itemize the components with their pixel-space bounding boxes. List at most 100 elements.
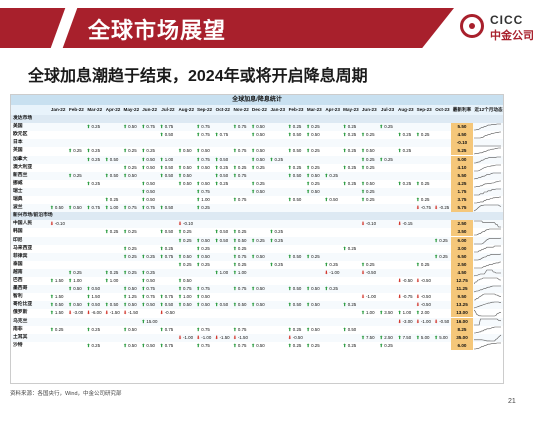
rate-change-value: 0.50 bbox=[309, 132, 320, 138]
table-row: 越南 ⬆ 0.25 ⬆ 0.25 ⬆ 0.25 ⬆ 0.25 ⬆ 1.00 ⬆ 1.00 ⬇ … bbox=[11, 268, 503, 277]
rate-change-cell: ⬆ 0.25 bbox=[379, 156, 392, 164]
rate-change-cell: ⬆ 0.50 bbox=[50, 204, 63, 212]
down-arrow-icon: ⬇ bbox=[397, 221, 402, 227]
country-name: 南非 bbox=[13, 326, 23, 332]
rate-change-cell: ⬆ 0.25 bbox=[68, 172, 81, 180]
sparkline-path bbox=[474, 188, 501, 196]
rate-change-cell: ⬆ 0.25 bbox=[215, 180, 228, 188]
rate-change-value: 0.25 bbox=[126, 245, 137, 251]
rate-change-cell: ⬆ 0.50 bbox=[251, 253, 264, 261]
up-arrow-icon: ⬆ bbox=[50, 310, 54, 316]
rate-change-value: 0.25 bbox=[291, 164, 302, 170]
up-arrow-icon: ⬆ bbox=[141, 286, 146, 292]
rate-change-cell: ⬆ 0.50 bbox=[251, 301, 264, 309]
rate-change-value: 0.75 bbox=[145, 205, 155, 211]
up-arrow-icon: ⬆ bbox=[287, 197, 292, 202]
rate-change-value: 0.50 bbox=[200, 237, 210, 243]
rate-change-value: 0.75 bbox=[200, 188, 210, 194]
rate-change-cell: ⬆ 0.50 bbox=[288, 172, 301, 180]
rate-change-value: 0.75 bbox=[163, 253, 174, 259]
country-name: 美国 bbox=[13, 124, 23, 130]
up-arrow-icon: ⬆ bbox=[141, 148, 146, 154]
up-arrow-icon: ⬆ bbox=[306, 188, 310, 194]
rate-change-value: -1.00 bbox=[181, 334, 194, 340]
rate-change-value: -1.50 bbox=[218, 334, 230, 340]
rate-change-cell: ⬆ 5.00 bbox=[434, 334, 447, 342]
rate-change-value: 0.25 bbox=[309, 342, 320, 348]
rate-change-cell: ⬆ 0.25 bbox=[434, 237, 447, 245]
rate-change-cell: ⬆ 0.50 bbox=[160, 228, 173, 236]
up-arrow-icon: ⬆ bbox=[361, 310, 365, 316]
rate-change-value: 2.00 bbox=[419, 310, 430, 316]
up-arrow-icon: ⬆ bbox=[324, 197, 329, 202]
rate-change-value: 0.50 bbox=[291, 197, 302, 202]
rate-change-cell: ⬇ -1.00 bbox=[178, 334, 193, 342]
rate-change-value: 0.50 bbox=[126, 286, 137, 292]
rate-change-value: 0.50 bbox=[364, 180, 375, 186]
table-row: 巴西 ⬆ 1.50 ⬆ 1.00 ⬆ 1.00 ⬆ 0.50 ⬆ 0.50 ⬇ -0.50 ⬇… bbox=[11, 277, 503, 286]
rate-change-cell: ⬆ 0.25 bbox=[50, 326, 63, 334]
rate-change-value: 0.50 bbox=[218, 172, 229, 178]
up-arrow-icon: ⬆ bbox=[123, 245, 127, 251]
rate-change-value: 0.50 bbox=[291, 172, 302, 178]
up-arrow-icon: ⬆ bbox=[434, 253, 438, 259]
rate-change-cell: ⬆ 0.25 bbox=[251, 180, 264, 188]
rate-change-value: 0.25 bbox=[236, 261, 247, 267]
rate-change-value: 0.50 bbox=[218, 156, 229, 162]
rate-change-cell: ⬇ -0.50 bbox=[416, 277, 431, 285]
latest-rate: 5.50 bbox=[451, 123, 473, 132]
table-row: 美国 ⬆ 0.25 ⬆ 0.50 ⬆ 0.75 ⬆ 0.75 ⬆ 0.75 ⬆ 0.75 ⬆ … bbox=[11, 123, 503, 132]
rate-change-value: 0.50 bbox=[53, 205, 64, 211]
rate-change-value: -1.50 bbox=[108, 310, 120, 316]
rate-change-cell: ⬆ 0.75 bbox=[233, 326, 246, 334]
rate-change-value: 0.25 bbox=[90, 124, 101, 130]
trend-sparkline bbox=[474, 156, 501, 163]
rate-change-value: 0.50 bbox=[71, 286, 82, 292]
table-row: 新西兰 ⬆ 0.25 ⬆ 0.50 ⬆ 0.50 ⬆ 0.50 ⬆ 0.50 ⬆ 0.50 ⬆… bbox=[11, 171, 503, 180]
up-arrow-icon: ⬆ bbox=[416, 180, 420, 186]
rate-change-cell: ⬆ 0.25 bbox=[160, 245, 173, 253]
rate-change-value: -0.50 bbox=[419, 294, 431, 300]
up-arrow-icon: ⬆ bbox=[50, 278, 54, 283]
rate-change-value: 0.50 bbox=[126, 342, 137, 348]
up-arrow-icon: ⬆ bbox=[361, 197, 365, 202]
rate-change-value: 0.25 bbox=[181, 237, 192, 243]
rate-change-cell: ⬆ 0.25 bbox=[361, 131, 374, 139]
up-arrow-icon: ⬆ bbox=[287, 148, 292, 154]
rate-change-cell: ⬇ -6.00 bbox=[87, 309, 102, 317]
trend-sparkline bbox=[474, 164, 501, 171]
latest-rate: 12.75 bbox=[451, 277, 473, 286]
rate-change-value: 0.50 bbox=[108, 156, 119, 162]
rate-change-cell: ⬆ 0.50 bbox=[251, 147, 264, 155]
rate-change-cell: ⬆ 0.50 bbox=[68, 301, 81, 309]
rate-change-cell: ⬇ -0.25 bbox=[434, 204, 449, 212]
section-row: 发达市场 bbox=[11, 115, 503, 124]
rate-change-value: 0.50 bbox=[145, 342, 155, 348]
rate-change-value: 0.75 bbox=[236, 253, 247, 259]
up-arrow-icon: ⬆ bbox=[306, 132, 310, 138]
up-arrow-icon: ⬆ bbox=[159, 132, 164, 138]
rate-change-value: 0.25 bbox=[364, 197, 375, 202]
rate-change-value: 0.25 bbox=[90, 180, 101, 186]
rate-change-cell: ⬇ -0.50 bbox=[361, 269, 376, 277]
rate-change-value: 0.50 bbox=[181, 172, 192, 178]
up-arrow-icon: ⬆ bbox=[214, 302, 219, 308]
up-arrow-icon: ⬆ bbox=[141, 205, 146, 211]
up-arrow-icon: ⬆ bbox=[196, 197, 201, 202]
up-arrow-icon: ⬆ bbox=[196, 148, 201, 154]
rate-change-cell: ⬆ 0.25 bbox=[87, 123, 100, 131]
sparkline-path bbox=[474, 277, 501, 285]
cicc-logo-icon bbox=[460, 14, 484, 38]
trend-sparkline bbox=[474, 188, 501, 196]
rate-change-cell: ⬆ 0.75 bbox=[233, 342, 246, 350]
rate-change-cell: ⬇ -3.00 bbox=[398, 318, 413, 326]
rate-change-cell: ⬆ 0.50 bbox=[105, 172, 118, 180]
rate-change-value: 0.25 bbox=[71, 148, 82, 154]
down-arrow-icon: ⬇ bbox=[159, 310, 164, 316]
country-name: 欧元区 bbox=[13, 132, 28, 138]
rate-change-cell: ⬆ 0.50 bbox=[87, 301, 100, 309]
up-arrow-icon: ⬆ bbox=[141, 124, 146, 130]
trend-sparkline bbox=[474, 220, 501, 228]
rate-change-value: 0.50 bbox=[90, 286, 101, 292]
latest-rate: 5.50 bbox=[451, 171, 473, 180]
